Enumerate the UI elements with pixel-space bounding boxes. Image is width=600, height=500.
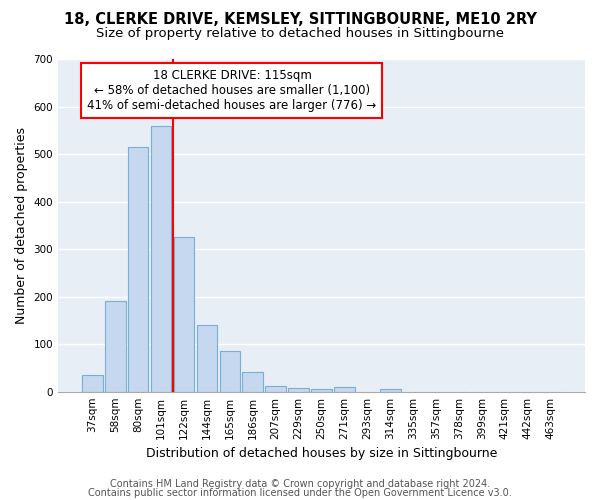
Y-axis label: Number of detached properties: Number of detached properties bbox=[15, 127, 28, 324]
Bar bbox=[334, 387, 355, 392]
Bar bbox=[288, 388, 309, 392]
Bar bbox=[128, 147, 148, 392]
Bar bbox=[82, 375, 103, 392]
Text: 18 CLERKE DRIVE: 115sqm
← 58% of detached houses are smaller (1,100)
41% of semi: 18 CLERKE DRIVE: 115sqm ← 58% of detache… bbox=[88, 69, 377, 112]
Bar bbox=[173, 237, 194, 392]
Bar bbox=[151, 126, 172, 392]
Text: Size of property relative to detached houses in Sittingbourne: Size of property relative to detached ho… bbox=[96, 28, 504, 40]
Text: Contains public sector information licensed under the Open Government Licence v3: Contains public sector information licen… bbox=[88, 488, 512, 498]
Bar bbox=[311, 390, 332, 392]
Bar bbox=[242, 372, 263, 392]
Bar bbox=[197, 325, 217, 392]
Bar bbox=[105, 302, 125, 392]
Bar bbox=[380, 390, 401, 392]
Text: Contains HM Land Registry data © Crown copyright and database right 2024.: Contains HM Land Registry data © Crown c… bbox=[110, 479, 490, 489]
X-axis label: Distribution of detached houses by size in Sittingbourne: Distribution of detached houses by size … bbox=[146, 447, 497, 460]
Bar bbox=[220, 352, 240, 392]
Bar bbox=[265, 386, 286, 392]
Text: 18, CLERKE DRIVE, KEMSLEY, SITTINGBOURNE, ME10 2RY: 18, CLERKE DRIVE, KEMSLEY, SITTINGBOURNE… bbox=[64, 12, 536, 28]
